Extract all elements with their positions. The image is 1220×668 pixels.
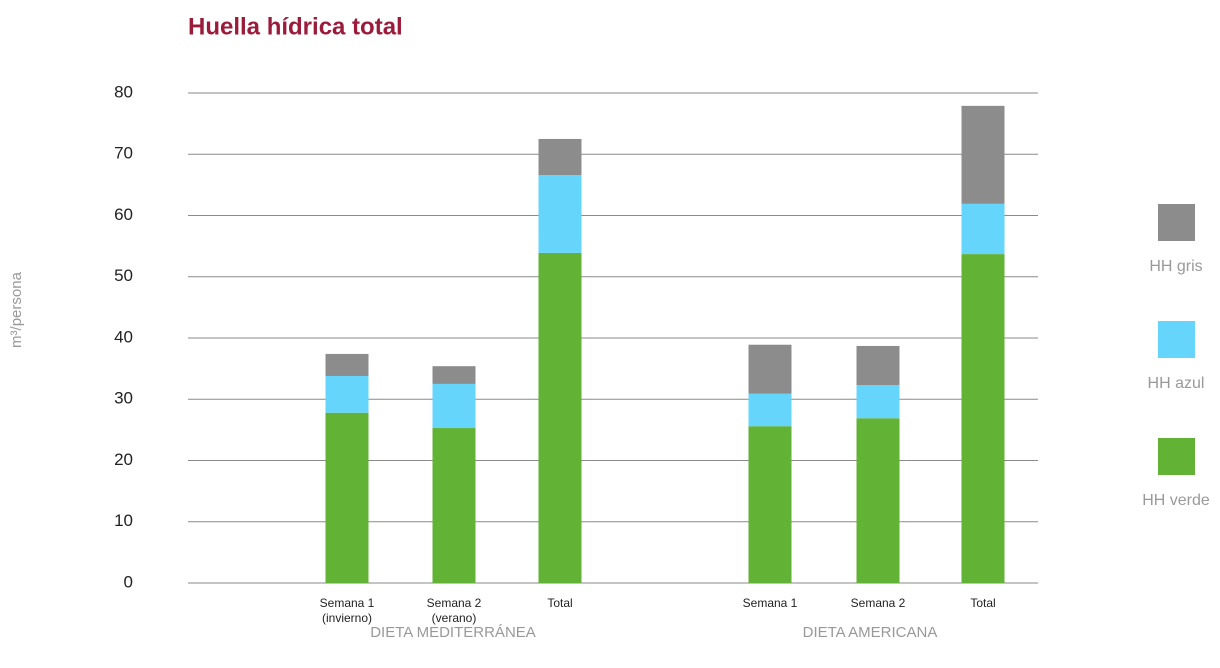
y-tick-label: 20 xyxy=(114,450,133,469)
x-tick-label: Semana 1 xyxy=(743,596,798,610)
bar-segment xyxy=(538,138,582,176)
bar-segment xyxy=(961,254,1005,583)
y-tick-label: 30 xyxy=(114,389,133,408)
y-tick-label: 0 xyxy=(124,572,133,591)
bar-segment xyxy=(538,252,582,584)
bar-segment xyxy=(961,105,1005,204)
bar-segment xyxy=(432,383,476,429)
chart-title: Huella hídrica total xyxy=(188,13,403,40)
bar-segment xyxy=(748,426,792,583)
x-tick-label: Semana 2 (verano) xyxy=(427,596,482,625)
bar-segment xyxy=(325,412,369,583)
y-tick-label: 40 xyxy=(114,327,133,346)
bar-segment xyxy=(961,203,1005,255)
legend-swatch xyxy=(1158,321,1195,358)
bar-segment xyxy=(432,428,476,583)
y-tick-label: 70 xyxy=(114,144,133,163)
bar-segment xyxy=(856,418,900,583)
group-label: DIETA AMERICANA xyxy=(803,624,938,641)
group-label: DIETA MEDITERRÁNEA xyxy=(370,624,536,641)
bar-segment xyxy=(538,175,582,253)
bar-segment xyxy=(748,344,792,394)
legend-label: HH azul xyxy=(1148,375,1205,392)
bar-segment xyxy=(432,366,476,384)
y-axis-label: m³/persona xyxy=(8,271,25,348)
x-tick-label: Total xyxy=(547,596,572,610)
y-tick-label: 60 xyxy=(114,205,133,224)
bar-segment xyxy=(856,345,900,386)
legend-swatch xyxy=(1158,438,1195,475)
x-tick-label: Semana 2 xyxy=(851,596,906,610)
y-tick-label: 80 xyxy=(114,82,133,101)
bar-segment xyxy=(325,375,369,413)
y-tick-label: 50 xyxy=(114,266,133,285)
x-tick-label: Total xyxy=(970,596,995,610)
legend-label: HH gris xyxy=(1149,258,1202,275)
bar-segment xyxy=(325,353,369,376)
legend-swatch xyxy=(1158,204,1195,241)
x-tick-label: Semana 1 (invierno) xyxy=(320,596,375,625)
bar-segment xyxy=(748,393,792,427)
y-tick-label: 10 xyxy=(114,511,133,530)
legend-label: HH verde xyxy=(1142,492,1210,509)
bar-segment xyxy=(856,385,900,419)
